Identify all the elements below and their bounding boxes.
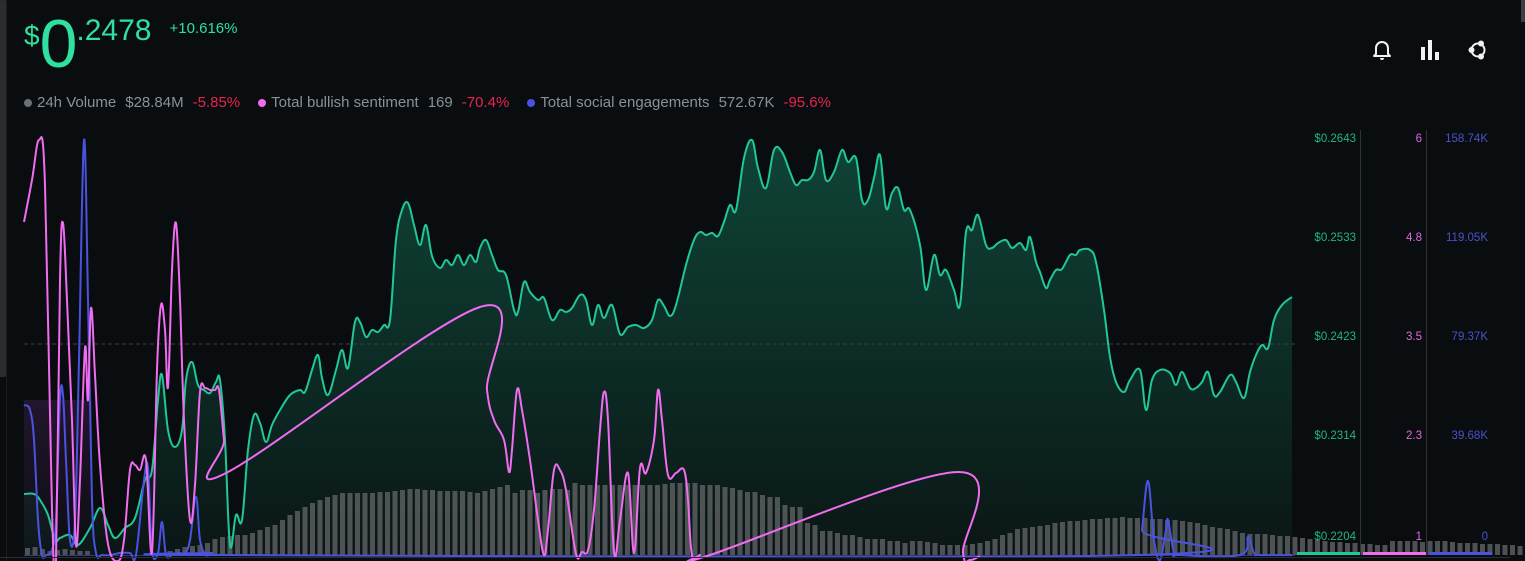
metric-label: Total social engagements: [540, 94, 710, 111]
right-scrollbar[interactable]: [1521, 0, 1525, 22]
price-currency: $: [24, 20, 40, 51]
price-integer: 0: [39, 6, 78, 82]
bell-icon[interactable]: [1370, 38, 1394, 62]
share-icon[interactable]: [1466, 38, 1490, 62]
price-line: [23, 138, 1293, 549]
price-decimal: .2478: [76, 14, 152, 47]
social-tick: 158.74K: [1445, 133, 1488, 145]
bullish-tick: 1: [1415, 531, 1422, 543]
social-tick: 79.37K: [1451, 331, 1488, 343]
social-tick: 0: [1481, 531, 1488, 543]
metric-value: 169: [427, 94, 453, 111]
price-tick: $0.2643: [1314, 133, 1356, 145]
axis-divider: [1426, 130, 1427, 555]
price-tick: $0.2204: [1314, 531, 1356, 543]
price-tick: $0.2423: [1314, 331, 1356, 343]
price-change: +10.616%: [169, 20, 238, 37]
price-axis-color-bar: [1297, 552, 1360, 555]
metric-volume[interactable]: 24h Volume $28.84M -5.85%: [24, 94, 240, 111]
axis-divider: [1360, 130, 1361, 555]
metric-social-engagements[interactable]: Total social engagements 572.67K -95.6%: [527, 94, 831, 111]
bullish-tick: 4.8: [1406, 232, 1422, 244]
price-display: $ 0 .2478 +10.616%: [24, 8, 237, 78]
bullish-tick: 3.5: [1406, 331, 1422, 343]
metric-value: 572.67K: [718, 94, 775, 111]
metric-change: -70.4%: [461, 94, 510, 111]
metric-change: -95.6%: [783, 94, 831, 111]
price-tick: $0.2314: [1314, 430, 1356, 442]
volume-bars: [25, 483, 1523, 555]
social-tick: 39.68K: [1451, 430, 1488, 442]
bullish-tick: 6: [1415, 133, 1422, 145]
social-line: [23, 138, 1293, 561]
metric-bullish-sentiment[interactable]: Total bullish sentiment 169 -70.4%: [258, 94, 509, 111]
bullish-axis-color-bar: [1363, 552, 1426, 555]
metric-change: -5.85%: [192, 94, 241, 111]
metrics-legend: 24h Volume $28.84M -5.85% Total bullish …: [24, 94, 849, 111]
metric-label: 24h Volume: [37, 94, 117, 111]
social-axis-color-bar: [1429, 552, 1492, 555]
bullish-dot-icon: [258, 98, 267, 107]
metric-label: Total bullish sentiment: [271, 94, 419, 111]
bar-chart-icon[interactable]: [1418, 38, 1442, 62]
left-scrollbar[interactable]: [0, 0, 6, 377]
price-area: [24, 139, 1292, 555]
left-divider: [6, 0, 7, 561]
metric-value: $28.84M: [125, 94, 184, 111]
social-dot-icon: [527, 98, 536, 107]
bullish-line: [23, 136, 981, 561]
chart-toolbar: [1370, 38, 1490, 62]
social-tick: 119.05K: [1446, 232, 1488, 244]
price-tick: $0.2533: [1314, 232, 1356, 244]
volume-dot-icon: [24, 98, 32, 107]
bullish-tick: 2.3: [1406, 430, 1422, 442]
